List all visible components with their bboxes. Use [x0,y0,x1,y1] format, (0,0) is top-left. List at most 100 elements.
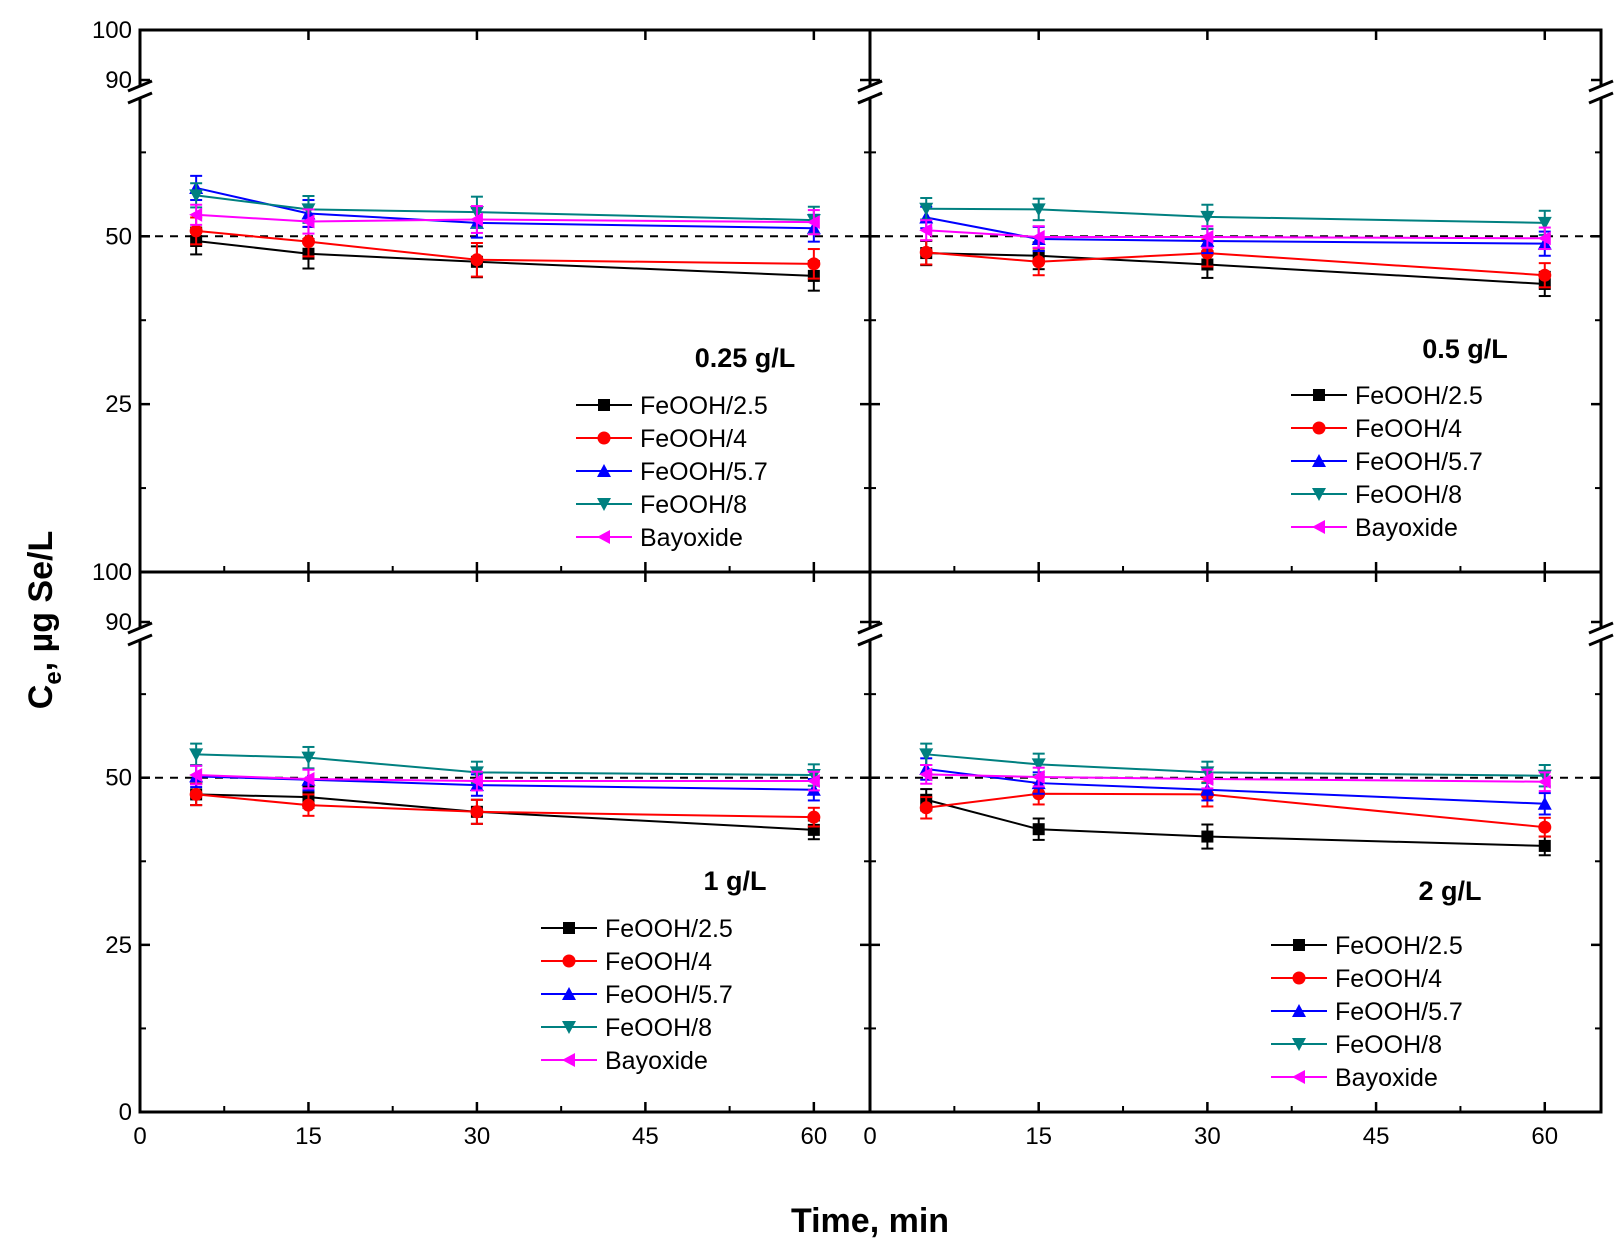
series-line [926,229,1545,240]
legend-marker [597,530,610,544]
legend-label: Bayoxide [605,1047,708,1075]
data-point [301,798,315,812]
y-axis-title-subscript: e [40,671,67,684]
axis-break-slash [857,91,883,105]
series-line [196,793,814,831]
y-tick-label: 90 [105,67,132,94]
series-feooh-4 [919,781,1552,838]
y-axis-title-rest: , µg Se/L [22,531,60,672]
legend-marker [1312,454,1326,467]
legend-label: FeOOH/5.7 [605,981,733,1009]
y-axis-title-main: C [22,685,60,710]
x-tick-label: 15 [1025,1123,1052,1150]
series-line [196,793,814,819]
axis-break-slash [127,621,153,635]
data-point [469,774,483,789]
axis-break-slash [1588,621,1614,635]
legend: FeOOH/2.5 FeOOH/4 FeOOH/5.7 FeOOH/8 Bayoxide [576,392,768,552]
data-point [807,257,821,271]
data-point [919,223,933,238]
axis-break-slash [1588,79,1614,93]
series-feooh-5-7 [189,764,821,802]
x-tick-label: 60 [1531,1123,1558,1150]
legend-label: FeOOH/4 [1335,965,1442,993]
chart-panel-4: 0 15 30 45 602 g/LFeOOH/2.5FeOOH/4FeOOH/5.7F… [857,570,1614,1150]
series-bayoxide [919,219,1551,251]
data-point [1538,268,1552,282]
chart-panel-2: 0.5 g/L FeOOH/2.5 FeOOH/4 FeOOH/5.7 FeOOH/8 B… [857,28,1614,574]
data-point [1032,823,1045,836]
plot-frame [868,570,1603,1114]
legend-marker [1293,939,1305,951]
legend-marker [597,464,611,477]
data-point [189,748,204,762]
data-point [1537,231,1551,246]
legend-marker [1312,488,1326,501]
series-line [926,252,1545,285]
axis-break-slash [1588,633,1614,647]
axis-break-slash [1588,91,1614,105]
legend-marker [1313,389,1325,401]
legend-label: FeOOH/8 [1355,481,1462,509]
y-tick-label: 25 [105,932,132,959]
data-point [470,253,484,267]
legend-label: FeOOH/5.7 [640,458,768,486]
axis-break-slash [857,633,883,647]
data-point [807,810,821,824]
legend-marker [1312,520,1325,534]
y-tick-label: 25 [105,391,132,418]
y-tick-label: 0 [119,1099,132,1126]
series-line [196,194,814,222]
x-tick-label: 30 [1194,1123,1221,1150]
y-tick-label: 50 [105,765,132,792]
series-line [196,239,814,277]
legend-label: FeOOH/4 [640,425,747,453]
panel-concentration-label: 2 g/L [1418,876,1481,906]
legend-marker [562,1021,576,1034]
data-point [189,768,203,783]
x-tick-label: 60 [800,1123,827,1150]
series-feooh-4 [919,238,1552,289]
data-point [1031,229,1045,244]
panel-concentration-label: 1 g/L [703,866,766,896]
legend-label: FeOOH/5.7 [1335,998,1463,1026]
series-line [196,774,814,783]
data-point [189,224,203,238]
legend: FeOOH/2.5 FeOOH/4 FeOOH/5.7 FeOOH/8 Bayoxide [1291,382,1483,542]
series-feooh-8 [919,197,1552,236]
x-tick-label: 15 [295,1123,322,1150]
data-point [189,787,203,801]
data-point [919,748,934,762]
series-line [196,213,814,224]
data-point [919,245,933,259]
legend-label: FeOOH/8 [1335,1031,1442,1059]
series-bayoxide [919,764,1551,793]
y-tick-label: 100 [92,559,132,586]
y-tick-label: 100 [92,17,132,44]
data-point [1200,210,1215,224]
x-tick-label: 0 [133,1123,146,1150]
legend-label: FeOOH/4 [1355,415,1462,443]
legend: FeOOH/2.5 FeOOH/4 FeOOH/5.7 FeOOH/8 Bayoxide [1271,932,1463,1092]
legend-marker [598,399,610,411]
axis-break-slash [857,621,883,635]
data-point [189,189,204,203]
axis-break-slash [127,79,153,93]
legend-marker [1292,1038,1306,1051]
legend-label: FeOOH/2.5 [1335,932,1463,960]
plot-frame [138,570,872,1114]
series-line [926,207,1545,224]
x-axis-title: Time, min [791,1202,949,1240]
data-point [189,207,203,222]
series-line [926,792,1545,829]
legend-label: FeOOH/2.5 [1355,382,1483,410]
series-line [196,753,814,777]
legend-label: FeOOH/2.5 [640,392,768,420]
data-point [806,774,820,789]
x-tick-label: 45 [1363,1123,1390,1150]
data-point [301,751,316,765]
y-tick-label: 90 [105,609,132,636]
